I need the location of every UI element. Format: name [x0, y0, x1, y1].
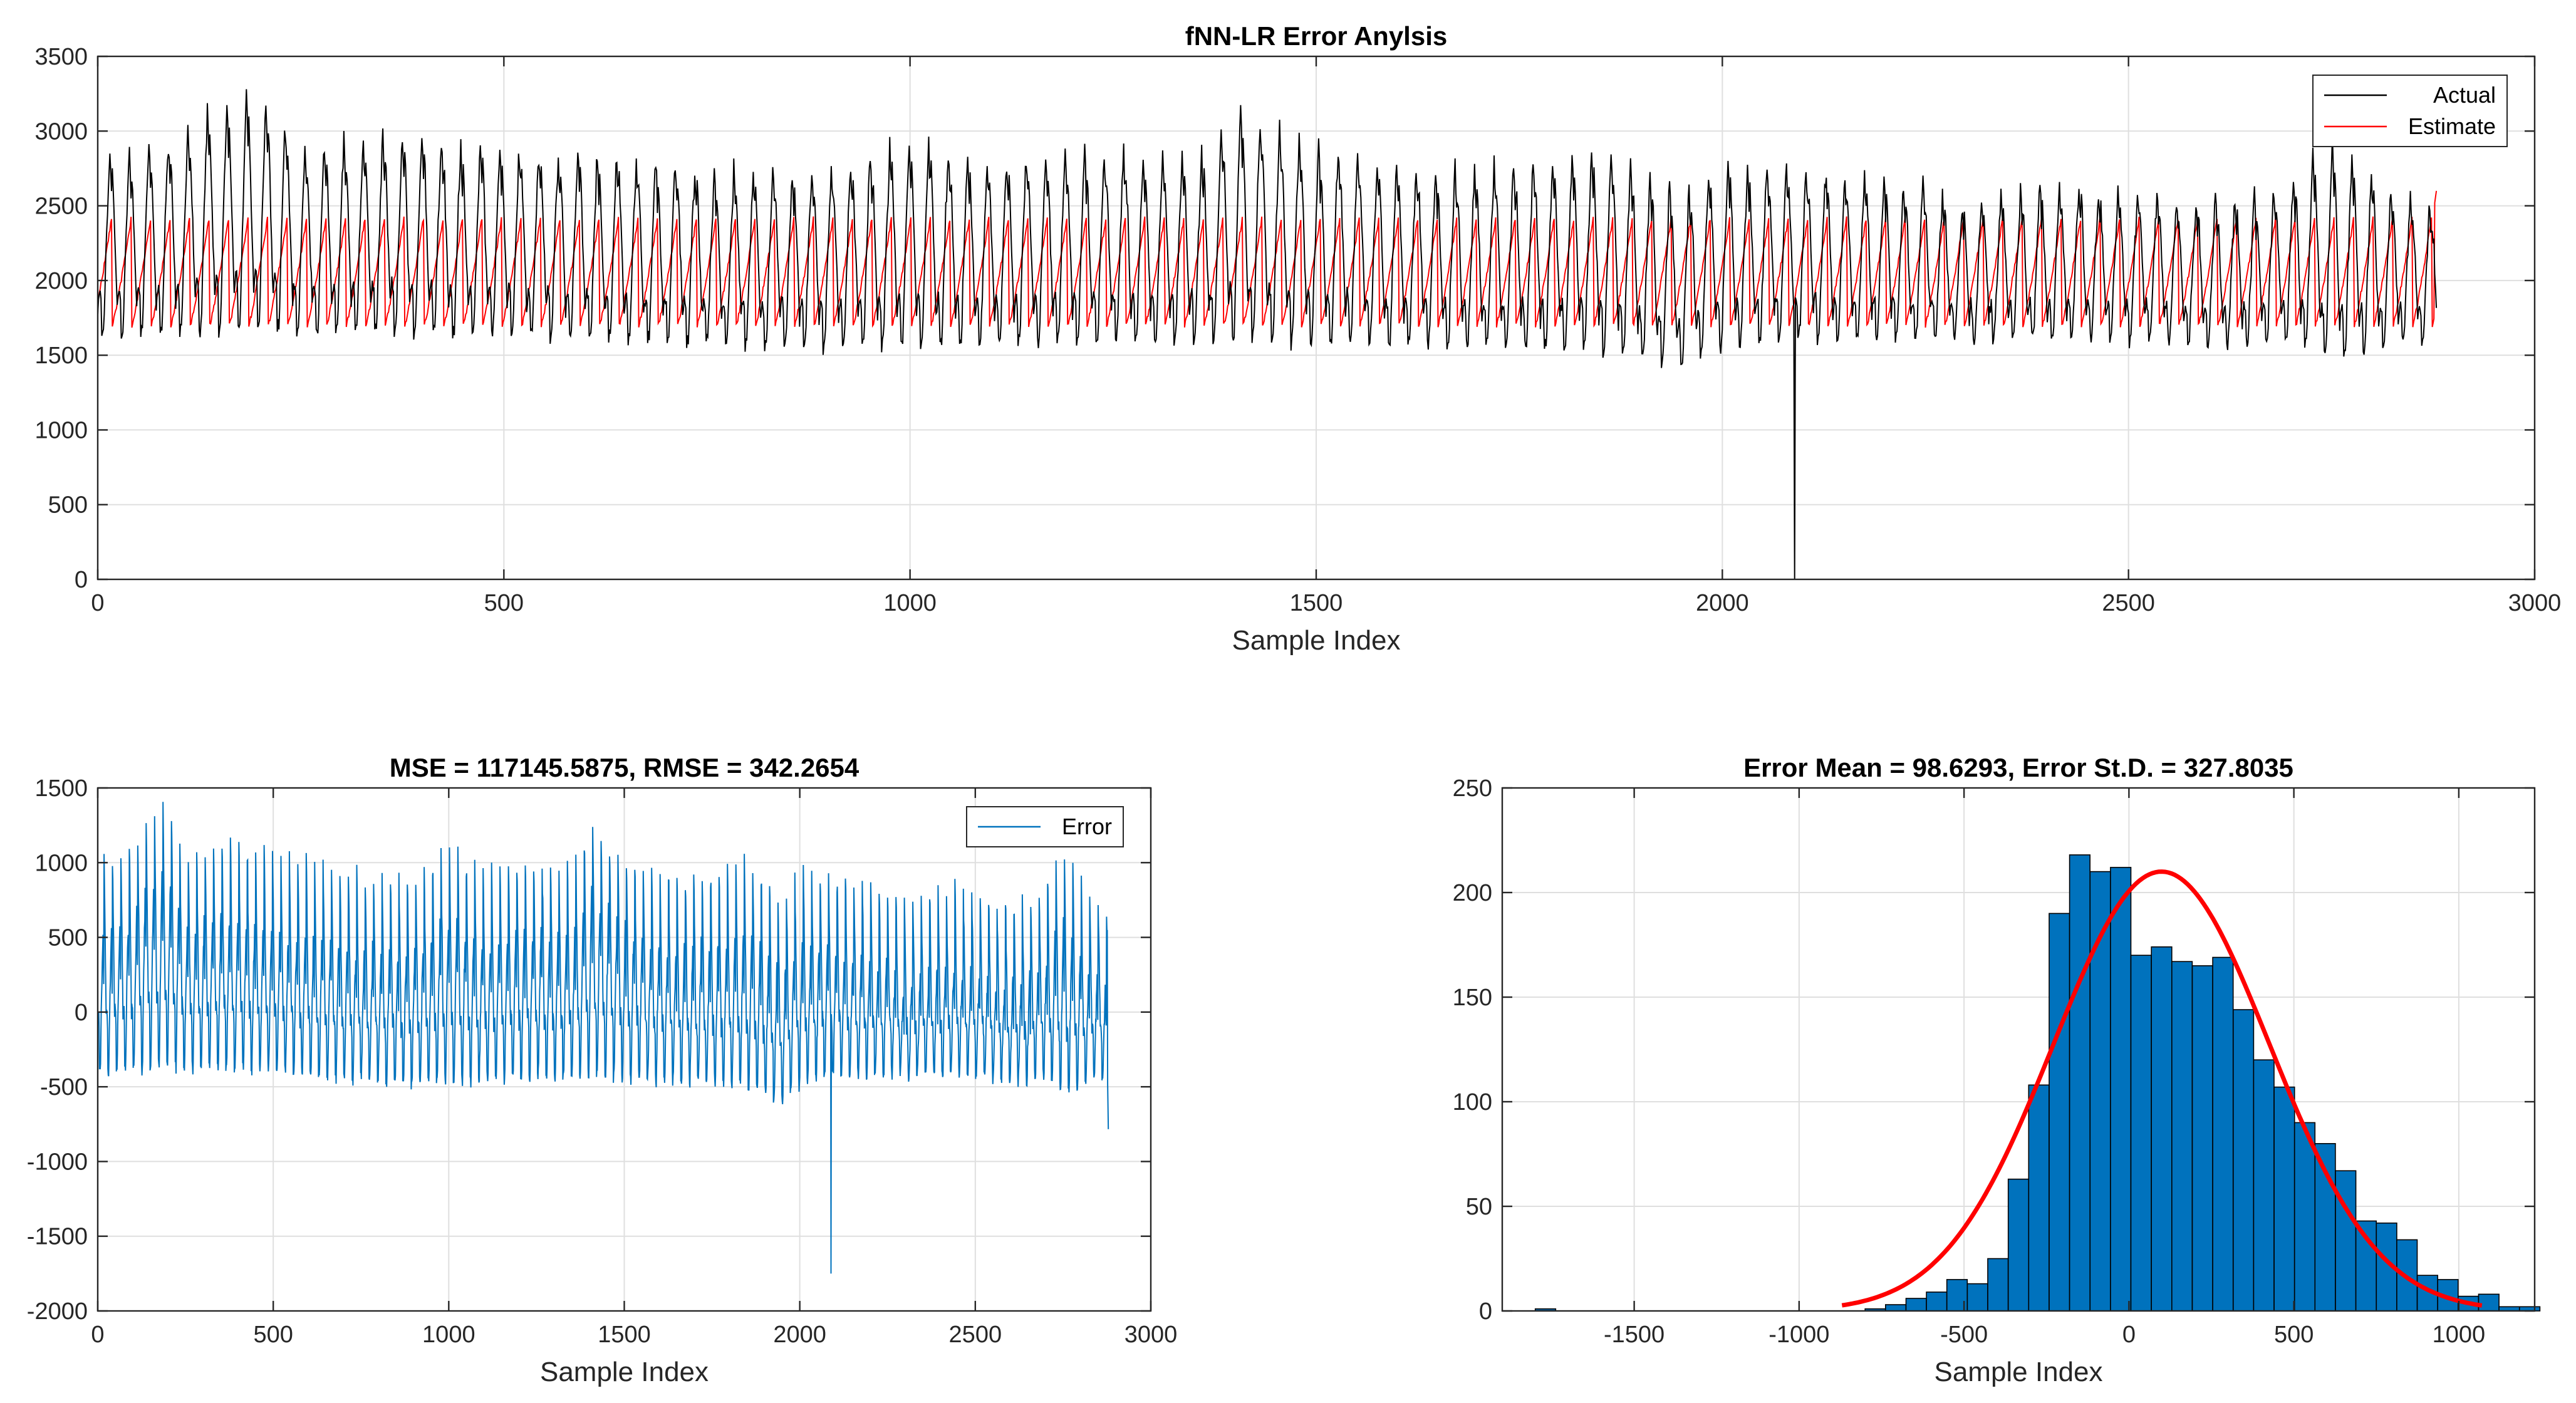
histogram-bar	[2151, 946, 2173, 1312]
legend-label-actual: Actual	[2433, 82, 2496, 108]
histogram-bar	[2007, 1178, 2030, 1312]
bottom-left-chart-title: MSE = 117145.5875, RMSE = 342.2654	[390, 753, 860, 782]
histogram-bar	[2171, 961, 2193, 1312]
bottom-left-x-axis-label: Sample Index	[540, 1357, 709, 1387]
top-legend-box	[2312, 75, 2508, 147]
bottom-left-x-tick-label: 1500	[598, 1322, 651, 1348]
bottom-left-y-tick-label: -1500	[27, 1224, 88, 1250]
bottom-left-y-tick-label: 500	[48, 925, 88, 951]
top-x-tick-label: 0	[91, 590, 104, 616]
bottom-left-x-tick-label: 3000	[1124, 1322, 1178, 1348]
bottom-left-y-tick-label: 0	[75, 1000, 88, 1026]
histogram-bar	[2212, 956, 2234, 1312]
bottom-right-y-tick-label: 100	[1453, 1089, 1492, 1116]
bottom-right-y-tick-label: 150	[1453, 985, 1492, 1011]
top-x-tick-label: 500	[484, 590, 524, 616]
histogram-bar	[1987, 1258, 2009, 1312]
top-y-tick-label: 1500	[34, 343, 88, 369]
bottom-right-x-tick-label: -1500	[1604, 1322, 1665, 1348]
bottom-right-y-tick-label: 200	[1453, 880, 1492, 906]
histogram-bar	[2110, 867, 2132, 1312]
bottom-right-x-tick-label: 1000	[2433, 1322, 2486, 1348]
histogram-bar	[2478, 1293, 2500, 1312]
top-y-tick-label: 1000	[34, 417, 88, 443]
legend-label-estimate: Estimate	[2408, 113, 2496, 139]
series-line-actual	[97, 89, 2438, 580]
histogram-bar	[2130, 955, 2152, 1312]
bottom-right-y-tick-label: 250	[1453, 775, 1492, 802]
histogram-bar	[1926, 1292, 1948, 1312]
bottom-right-x-tick-label: -1000	[1768, 1322, 1829, 1348]
axes-top: 0 500 1000 1500 2000 2500 3000 0 500 1000 1500 2000…	[34, 21, 2561, 656]
bottom-left-y-tick-label: 1500	[34, 775, 88, 802]
bottom-left-x-tick-label: 1000	[422, 1322, 475, 1348]
top-y-tick-label: 0	[75, 567, 88, 593]
top-y-tick-label: 500	[48, 492, 88, 519]
bottom-left-y-tick-label: -1000	[27, 1149, 88, 1175]
histogram-bar	[2273, 1086, 2295, 1312]
top-ticks: 0 500 1000 1500 2000 2500 3000 0 500 1000 1500 2000…	[34, 44, 2561, 616]
histogram-bar	[2049, 913, 2070, 1312]
histogram-bar	[2253, 1059, 2275, 1312]
bottom-left-y-tick-label: -500	[40, 1074, 88, 1100]
histogram-bar	[2233, 1009, 2255, 1312]
top-x-tick-label: 2000	[1696, 590, 1749, 616]
bottom-left-x-tick-label: 2500	[949, 1322, 1002, 1348]
histogram-bar	[2089, 871, 2111, 1312]
histogram-bar	[1905, 1298, 1927, 1312]
axes-bottom-left: 0 500 1000 1500 2000 2500 3000 -2000 -1500 -1000 -…	[27, 753, 1177, 1387]
bottom-right-x-tick-label: -500	[1940, 1322, 1988, 1348]
top-x-tick-label: 1500	[1290, 590, 1343, 616]
axes-bottom-right: -1500 -1000 -500 0 500 1000 0 50 100 150 200 250 Er…	[1453, 753, 2541, 1387]
histogram-bar	[2028, 1084, 2050, 1312]
legend-label-error: Error	[1062, 814, 1112, 839]
bottom-left-x-tick-label: 2000	[773, 1322, 826, 1348]
bottom-right-axis-box	[1501, 787, 2536, 1312]
histogram-bar	[2293, 1122, 2316, 1312]
top-chart-title: fNN-LR Error Anylsis	[1185, 21, 1448, 51]
top-legend: Actual Estimate	[2312, 75, 2508, 147]
bottom-left-y-tick-label: -2000	[27, 1298, 88, 1325]
bottom-right-y-tick-label: 0	[1479, 1298, 1492, 1325]
bottom-left-y-tick-label: 1000	[34, 850, 88, 876]
bottom-left-x-tick-label: 500	[253, 1322, 293, 1348]
top-x-tick-label: 1000	[883, 590, 937, 616]
bottom-left-legend: Error	[966, 806, 1124, 847]
top-plot-area	[97, 89, 2438, 580]
histogram-bar	[1885, 1304, 1907, 1312]
bottom-left-x-tick-label: 0	[91, 1322, 104, 1348]
histogram-bar	[2191, 965, 2213, 1312]
top-y-tick-label: 3500	[34, 44, 88, 70]
bottom-left-ticks: 0 500 1000 1500 2000 2500 3000 -2000 -1500 -1000 -…	[27, 775, 1177, 1348]
bottom-right-ticks: -1500 -1000 -500 0 500 1000 0 50 100 150 200 250	[1453, 775, 2535, 1348]
bottom-right-x-axis-label: Sample Index	[1934, 1357, 2102, 1387]
top-x-axis-label: Sample Index	[1232, 625, 1400, 656]
histogram-bar	[1966, 1283, 1988, 1312]
top-x-tick-label: 2500	[2102, 590, 2155, 616]
top-x-tick-label: 3000	[2508, 590, 2562, 616]
bottom-right-chart-title: Error Mean = 98.6293, Error St.D. = 327.…	[1743, 753, 2293, 782]
bottom-right-x-tick-label: 0	[2122, 1322, 2136, 1348]
bottom-left-plot-area	[97, 802, 1109, 1274]
histogram-bar	[2069, 854, 2091, 1312]
series-line-error	[97, 802, 1109, 1274]
top-y-tick-label: 2500	[34, 194, 88, 220]
bottom-right-plot-area	[1534, 854, 2541, 1312]
normal-fit-curve	[1841, 869, 2483, 1308]
bottom-right-y-tick-label: 50	[1466, 1194, 1492, 1220]
bottom-right-x-tick-label: 500	[2274, 1322, 2314, 1348]
top-y-tick-label: 2000	[34, 268, 88, 294]
top-y-tick-label: 3000	[34, 118, 88, 145]
